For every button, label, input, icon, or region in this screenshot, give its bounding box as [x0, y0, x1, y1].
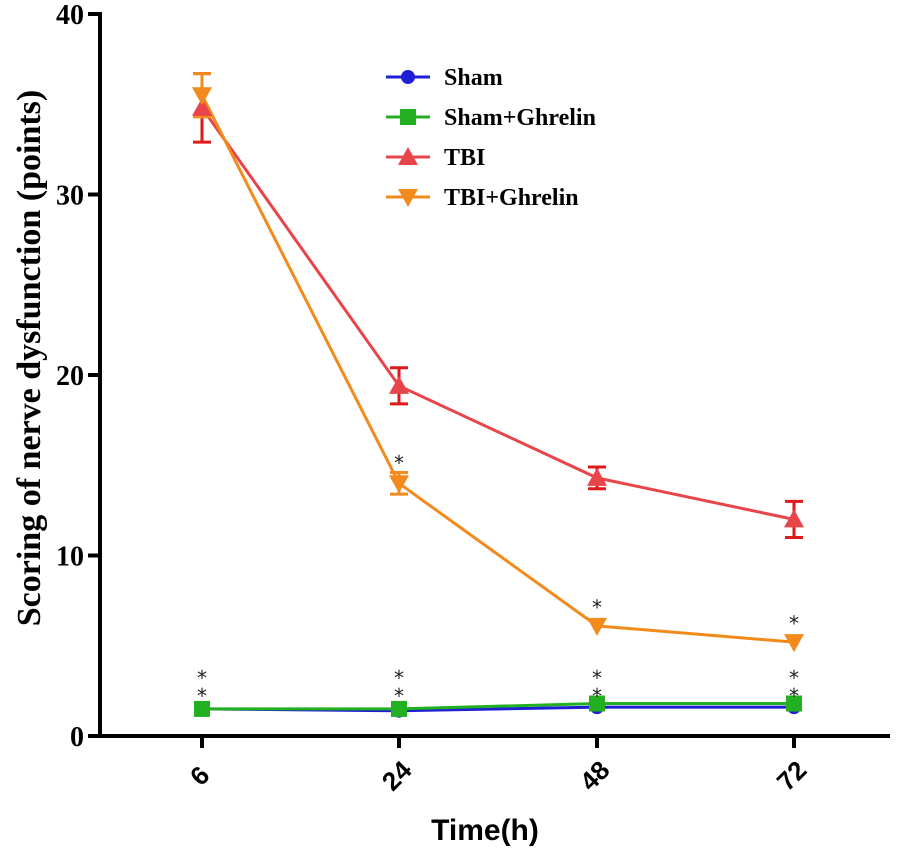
significance-asterisk: * — [394, 684, 404, 708]
legend-sham-ghrelin-marker — [400, 109, 416, 125]
legend-label-tbi-ghrelin: TBI+Ghrelin — [444, 185, 579, 211]
tbi-ghrelin-line — [200, 94, 795, 644]
y-tick-label: 20 — [56, 361, 84, 392]
tbi-ghrelin-marker — [389, 475, 409, 494]
legend-sham-marker — [401, 70, 415, 84]
error-bars — [193, 72, 803, 539]
sham-ghrelin-marker — [786, 695, 802, 712]
x-tick-label: 6 — [184, 760, 215, 791]
legend: Sham Sham+Ghrelin TBI TBI+Ghrelin — [386, 65, 596, 211]
significance-asterisk: * — [789, 684, 799, 708]
significance-asterisk: * — [197, 666, 207, 690]
tbi-ghrelin-marker — [587, 617, 607, 636]
x-ticks: 6 24 48 72 — [184, 736, 813, 797]
legend-label-sham: Sham — [444, 65, 503, 91]
series-lines — [200, 94, 795, 713]
x-axis-label: Time(h) — [431, 814, 539, 847]
significance-asterisk: * — [394, 451, 404, 475]
markers — [192, 87, 804, 718]
annotations: *********** — [197, 451, 799, 708]
significance-asterisk: * — [592, 666, 602, 690]
sham-ghrelin-marker — [589, 695, 605, 712]
significance-asterisk: * — [394, 666, 404, 690]
tbi-marker — [389, 375, 409, 394]
x-tick-label: 72 — [771, 755, 813, 797]
y-tick-label: 0 — [70, 722, 84, 753]
tbi-marker — [192, 97, 212, 116]
y-tick-label: 40 — [56, 0, 84, 31]
x-tick-label: 24 — [376, 754, 418, 796]
legend-label-sham-ghrelin: Sham+Ghrelin — [444, 105, 596, 131]
tbi-marker — [784, 509, 804, 528]
legend-tbi-ghrelin-marker — [398, 189, 418, 207]
legend-label-tbi: TBI — [444, 145, 485, 171]
tbi-marker — [587, 467, 607, 486]
tbi-line — [200, 106, 795, 521]
tbi-ghrelin-marker — [784, 634, 804, 653]
significance-asterisk: * — [789, 666, 799, 690]
sham-ghrelin-marker — [194, 700, 210, 717]
significance-asterisk: * — [197, 684, 207, 708]
tbi-ghrelin-marker — [192, 87, 212, 106]
y-axis-label: Scoring of nerve dysfunction (points) — [11, 90, 48, 626]
y-tick-label: 30 — [56, 181, 84, 212]
y-tick-label: 10 — [56, 542, 84, 573]
x-tick-label: 48 — [574, 755, 616, 797]
significance-asterisk: * — [592, 684, 602, 708]
legend-tbi-marker — [398, 147, 418, 165]
significance-asterisk: * — [789, 612, 799, 636]
significance-asterisk: * — [592, 595, 602, 619]
sham-ghrelin-line — [202, 702, 794, 711]
y-ticks: 0 10 20 30 40 — [56, 0, 100, 753]
sham-ghrelin-marker — [391, 700, 407, 717]
